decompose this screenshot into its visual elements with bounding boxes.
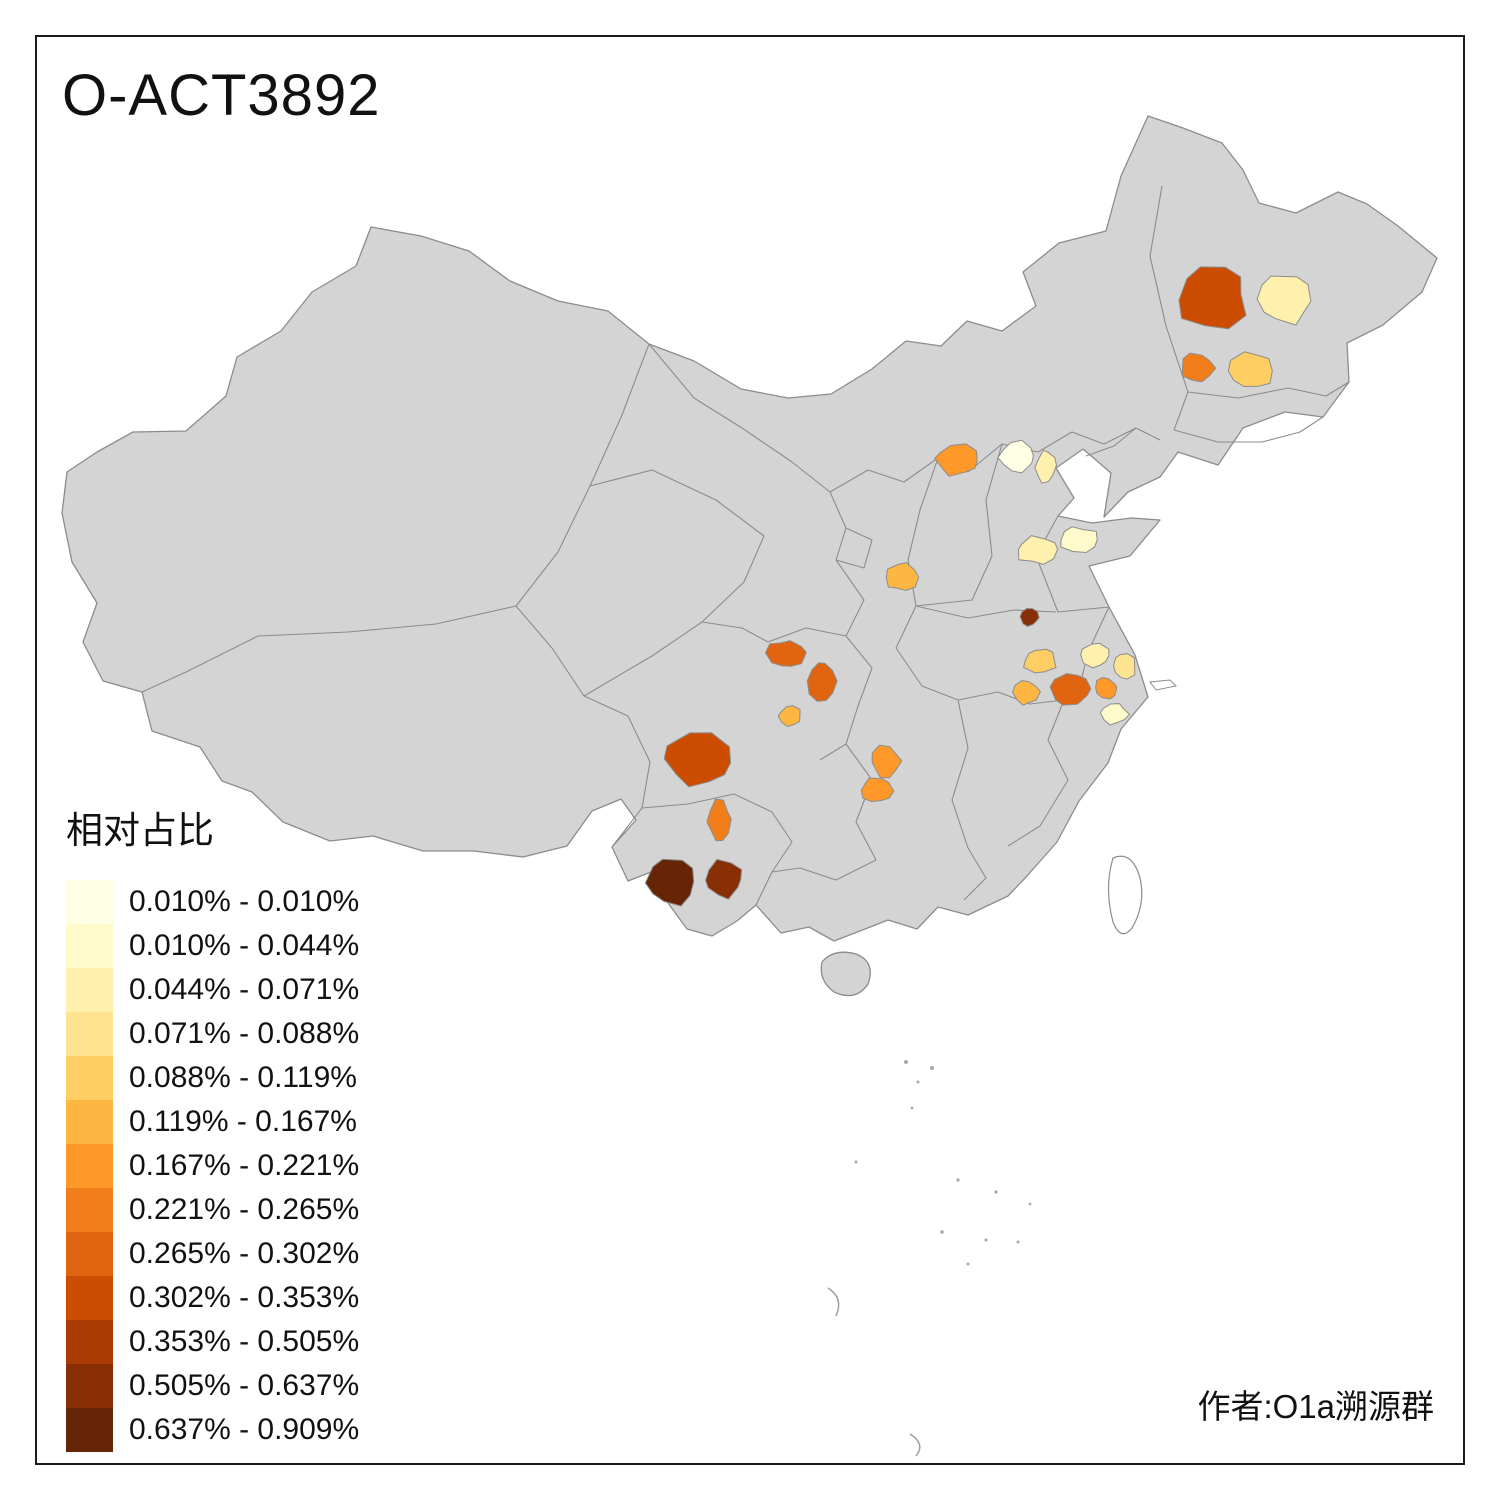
legend-label: 0.088% - 0.119% bbox=[129, 1061, 357, 1094]
region-qiandongnan-north bbox=[871, 744, 903, 779]
legend-swatch bbox=[66, 924, 113, 968]
region-yunnan-west bbox=[644, 858, 695, 907]
legend-swatch bbox=[66, 1144, 113, 1188]
legend-label: 0.505% - 0.637% bbox=[129, 1369, 360, 1402]
legend-label: 0.071% - 0.088% bbox=[129, 1017, 360, 1050]
legend-item: 0.221% - 0.265% bbox=[66, 1188, 359, 1232]
legend-swatch bbox=[66, 1320, 113, 1364]
legend-label: 0.302% - 0.353% bbox=[129, 1281, 360, 1314]
legend-swatch bbox=[66, 1100, 113, 1144]
legend-items: 0.010% - 0.010% 0.010% - 0.044% 0.044% - 0… bbox=[66, 880, 359, 1452]
legend-item: 0.010% - 0.010% bbox=[66, 880, 359, 924]
chongming-islet bbox=[1149, 679, 1178, 691]
legend-item: 0.167% - 0.221% bbox=[66, 1144, 359, 1188]
region-harbin bbox=[1227, 351, 1273, 388]
legend-item: 0.088% - 0.119% bbox=[66, 1056, 359, 1100]
legend-label: 0.119% - 0.167% bbox=[129, 1105, 357, 1138]
plot-border bbox=[35, 35, 1465, 1465]
region-shanghai-area bbox=[1099, 703, 1131, 726]
attribution: 作者:O1a溯源群 bbox=[1197, 1388, 1434, 1425]
legend-label: 0.167% - 0.221% bbox=[129, 1149, 360, 1182]
highlighted-prefectures bbox=[644, 266, 1312, 907]
legend-item: 0.265% - 0.302% bbox=[66, 1232, 359, 1276]
region-shandong-west bbox=[1017, 535, 1059, 565]
legend-item: 0.637% - 0.909% bbox=[66, 1408, 359, 1452]
region-jiangsu-east bbox=[1112, 653, 1136, 680]
legend-label: 0.010% - 0.010% bbox=[129, 885, 360, 918]
region-daqing bbox=[1181, 352, 1217, 383]
taiwan-island bbox=[1107, 855, 1143, 935]
region-beijing bbox=[997, 439, 1034, 474]
legend-item: 0.505% - 0.637% bbox=[66, 1364, 359, 1408]
legend-item: 0.010% - 0.044% bbox=[66, 924, 359, 968]
region-shaanxi-central bbox=[885, 562, 920, 592]
region-henan-central bbox=[1019, 607, 1040, 627]
legend-swatch bbox=[66, 1188, 113, 1232]
region-panzhihua bbox=[706, 798, 732, 842]
legend-swatch bbox=[66, 1056, 113, 1100]
legend-label: 0.265% - 0.302% bbox=[129, 1237, 360, 1270]
legend-item: 0.044% - 0.071% bbox=[66, 968, 359, 1012]
legend: 相对占比 0.010% - 0.010% 0.010% - 0.044% 0.044… bbox=[66, 800, 359, 1452]
region-qiandongnan-south bbox=[860, 777, 895, 803]
region-hebei-northwest bbox=[934, 443, 978, 477]
region-shandong-north bbox=[1060, 526, 1098, 554]
legend-label: 0.221% - 0.265% bbox=[129, 1193, 360, 1226]
region-jiangsu-south bbox=[1095, 676, 1118, 700]
region-sichuan-central bbox=[777, 705, 801, 728]
legend-item: 0.302% - 0.353% bbox=[66, 1276, 359, 1320]
region-sichuan-north bbox=[764, 640, 807, 667]
region-chengdu bbox=[806, 662, 838, 702]
province-borders bbox=[141, 185, 1350, 906]
region-jiangsu-northwest bbox=[1023, 648, 1057, 674]
legend-swatch bbox=[66, 1012, 113, 1056]
region-anhui-west bbox=[1012, 680, 1041, 706]
legend-swatch bbox=[66, 1408, 113, 1452]
region-heilongjiang-central bbox=[1256, 275, 1312, 326]
south-china-sea-islands bbox=[827, 1060, 1032, 1457]
legend-label: 0.010% - 0.044% bbox=[129, 929, 360, 962]
legend-swatch bbox=[66, 1232, 113, 1276]
page-title: O-ACT3892 bbox=[62, 63, 381, 128]
region-jiangsu-central bbox=[1080, 642, 1110, 669]
hainan-island bbox=[820, 951, 871, 997]
legend-label: 0.044% - 0.071% bbox=[129, 973, 360, 1006]
legend-swatch bbox=[66, 880, 113, 924]
region-heilongjiang-west bbox=[1178, 266, 1247, 330]
legend-item: 0.119% - 0.167% bbox=[66, 1100, 359, 1144]
legend-item: 0.071% - 0.088% bbox=[66, 1012, 359, 1056]
region-liangshan bbox=[663, 732, 732, 788]
legend-label: 0.353% - 0.505% bbox=[129, 1325, 360, 1358]
legend-title: 相对占比 bbox=[66, 810, 214, 851]
legend-label: 0.637% - 0.909% bbox=[129, 1413, 360, 1446]
legend-swatch bbox=[66, 968, 113, 1012]
legend-item: 0.353% - 0.505% bbox=[66, 1320, 359, 1364]
region-tianjin bbox=[1034, 449, 1058, 484]
region-yunnan-central bbox=[705, 858, 743, 900]
legend-swatch bbox=[66, 1276, 113, 1320]
legend-swatch bbox=[66, 1364, 113, 1408]
region-anhui-central bbox=[1049, 673, 1092, 706]
